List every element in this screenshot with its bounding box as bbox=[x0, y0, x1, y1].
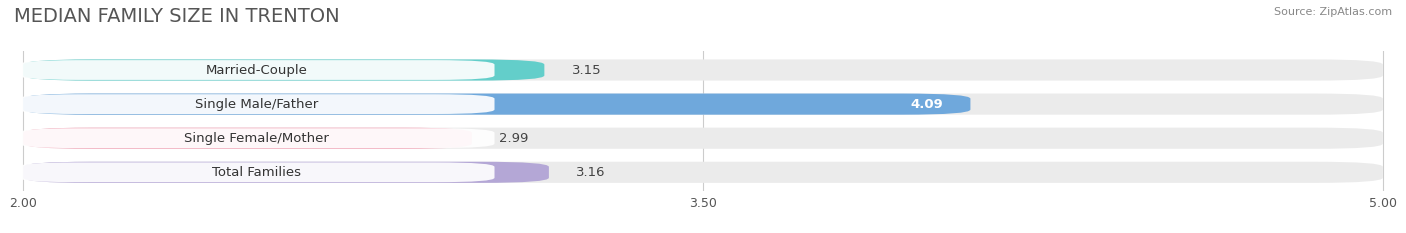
Text: 2.99: 2.99 bbox=[499, 132, 529, 145]
FancyBboxPatch shape bbox=[22, 93, 1384, 115]
Text: Single Male/Father: Single Male/Father bbox=[195, 98, 318, 111]
FancyBboxPatch shape bbox=[18, 162, 495, 182]
Text: 3.15: 3.15 bbox=[572, 64, 602, 76]
Text: MEDIAN FAMILY SIZE IN TRENTON: MEDIAN FAMILY SIZE IN TRENTON bbox=[14, 7, 340, 26]
FancyBboxPatch shape bbox=[22, 59, 544, 81]
Text: Source: ZipAtlas.com: Source: ZipAtlas.com bbox=[1274, 7, 1392, 17]
Text: Total Families: Total Families bbox=[212, 166, 301, 179]
FancyBboxPatch shape bbox=[22, 93, 970, 115]
FancyBboxPatch shape bbox=[22, 162, 548, 183]
FancyBboxPatch shape bbox=[18, 60, 495, 80]
FancyBboxPatch shape bbox=[22, 128, 472, 149]
Text: Married-Couple: Married-Couple bbox=[205, 64, 308, 76]
Text: 4.09: 4.09 bbox=[911, 98, 943, 111]
FancyBboxPatch shape bbox=[22, 128, 1384, 149]
Text: Single Female/Mother: Single Female/Mother bbox=[184, 132, 329, 145]
FancyBboxPatch shape bbox=[22, 59, 1384, 81]
Text: 3.16: 3.16 bbox=[576, 166, 606, 179]
FancyBboxPatch shape bbox=[18, 128, 495, 148]
FancyBboxPatch shape bbox=[22, 162, 1384, 183]
FancyBboxPatch shape bbox=[18, 94, 495, 114]
